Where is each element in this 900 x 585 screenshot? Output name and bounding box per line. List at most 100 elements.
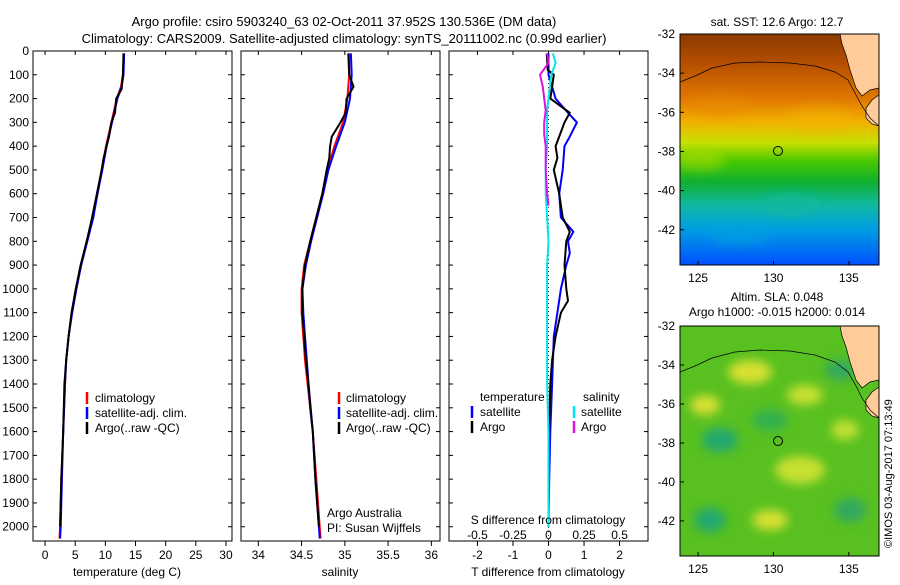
- difference-axis: -2 -1 0 1 2 -0.5 -0.25 0 0.25 0.5: [449, 50, 648, 562]
- lat-tick-label: -40: [658, 475, 676, 489]
- x-tick-label: 35: [338, 548, 352, 562]
- series-line-argo-raw-qc: [301, 53, 355, 527]
- depth-tick-label: 1900: [2, 496, 29, 510]
- series-line-satellite-adj-clim: [301, 53, 353, 539]
- legend-s-satellite-label: satellite: [581, 405, 622, 419]
- sla-map-title-1: Altim. SLA: 0.048: [731, 290, 824, 304]
- depth-tick-label: 200: [9, 92, 29, 106]
- lon-tick-label: 130: [763, 271, 783, 285]
- x-tick-label: -1: [508, 548, 519, 562]
- lat-tick-label: -38: [658, 436, 676, 450]
- legend-climatology-label: climatology: [346, 391, 406, 405]
- series-line-s-satellite: [544, 53, 557, 527]
- x-tick-label: 20: [159, 548, 173, 562]
- legend-satellite-label: satellite-adj. clim.: [346, 406, 438, 420]
- depth-tick-label: 1100: [3, 306, 29, 320]
- sst-map-field: [680, 34, 879, 265]
- x-tick-label: 34: [252, 548, 266, 562]
- top-x-tick-label: 0.25: [572, 528, 596, 542]
- depth-tick-label: 600: [9, 187, 29, 201]
- depth-tick-label: 1800: [2, 472, 29, 486]
- difference-panel: -2 -1 0 1 2 -0.5 -0.25 0 0.25 0.5 S difference fr…: [448, 50, 649, 579]
- lat-tick-label: -36: [658, 105, 676, 119]
- legend-argo-label: Argo(..raw -QC): [346, 421, 431, 435]
- legend-argo-label: Argo(..raw -QC): [95, 421, 180, 435]
- legend-t-satellite-label: satellite: [480, 405, 521, 419]
- difference-lines: [539, 53, 578, 527]
- x-tick-label: 0: [42, 548, 49, 562]
- lat-tick-label: -42: [658, 223, 676, 237]
- lat-tick-label: -32: [658, 319, 676, 333]
- x-tick-label: 10: [99, 548, 113, 562]
- lon-tick-label: 125: [688, 562, 708, 576]
- sst-map: sat. SST: 12.6 Argo: 12.7 125 130 135 -32 -3…: [658, 15, 880, 285]
- argo-australia-label: Argo Australia: [327, 506, 402, 520]
- temperature-legend: climatology satellite-adj. clim. Argo(..…: [85, 391, 187, 435]
- salinity-legend: climatology satellite-adj. clim. Argo(..…: [337, 391, 438, 435]
- lat-tick-label: -34: [658, 66, 676, 80]
- sla-map-axis: 125 130 135 -32 -34 -36 -38 -40 -42: [658, 319, 860, 576]
- series-line-climatology: [58, 53, 126, 539]
- depth-tick-label: 2000: [2, 520, 29, 534]
- depth-tick-label: 1500: [2, 401, 29, 415]
- temperature-lines: [58, 53, 126, 539]
- sst-map-axis: 125 130 135 -32 -34 -36 -38 -40 -42: [658, 27, 860, 285]
- legend-t-argo-label: Argo: [480, 420, 506, 434]
- x-tick-label: 25: [189, 548, 203, 562]
- lon-tick-label: 130: [763, 562, 783, 576]
- series-line-t-argo: [545, 53, 571, 527]
- depth-tick-label: 0: [22, 44, 29, 58]
- sla-land-mass: [839, 326, 879, 389]
- sst-field-gradient: [680, 34, 879, 265]
- sst-map-title: sat. SST: 12.6 Argo: 12.7: [711, 15, 844, 29]
- lon-tick-label: 125: [688, 271, 708, 285]
- depth-tick-label: 800: [9, 234, 29, 248]
- x-tick-label: 15: [129, 548, 143, 562]
- legend-temperature-title: temperature: [480, 390, 545, 404]
- sla-land-cape: [865, 386, 879, 419]
- temperature-plot-frame: [32, 50, 233, 542]
- x-tick-label: 0: [545, 548, 552, 562]
- x-tick-label: 5: [72, 548, 79, 562]
- sla-float-position-marker: [773, 436, 783, 446]
- principal-investigator-label: PI: Susan Wijffels: [327, 521, 421, 535]
- depth-tick-label: 100: [9, 68, 29, 82]
- top-x-tick-label: 0: [545, 528, 552, 542]
- s-difference-label: S difference from climatology: [471, 513, 626, 527]
- lat-tick-label: -34: [658, 358, 676, 372]
- sla-map: Altim. SLA: 0.048 Argo h1000: -0.015 h20…: [658, 290, 880, 576]
- sla-field-texture: [690, 360, 866, 532]
- legend-s-argo-label: Argo: [581, 420, 607, 434]
- lat-tick-label: -38: [658, 144, 676, 158]
- x-tick-label: -2: [472, 548, 483, 562]
- depth-tick-label: 1300: [2, 353, 29, 367]
- x-tick-label: 1: [581, 548, 588, 562]
- imos-watermark: ©IMOS 03-Aug-2017 07:13:49: [883, 399, 895, 548]
- difference-legend: temperature satellite Argo salinity sate…: [470, 390, 622, 434]
- depth-tick-label: 500: [9, 163, 29, 177]
- sst-land-cape: [865, 94, 879, 127]
- salinity-x-label: salinity: [322, 565, 359, 579]
- salinity-plot-frame: [240, 50, 441, 542]
- title-line-1: Argo profile: csiro 5903240_63 02-Oct-20…: [132, 14, 557, 29]
- lon-tick-label: 135: [839, 271, 859, 285]
- legend-satellite-label: satellite-adj. clim.: [95, 406, 187, 420]
- depth-tick-label: 1400: [2, 377, 29, 391]
- depth-tick-label: 1200: [2, 329, 29, 343]
- depth-tick-label: 1700: [2, 448, 29, 462]
- temperature-axis: 0100200300400500600700800900100011001200…: [2, 44, 233, 562]
- top-x-tick-label: -0.25: [499, 528, 527, 542]
- salinity-lines: [300, 53, 355, 539]
- t-difference-label: T difference from climatology: [471, 565, 625, 579]
- series-line-argo-raw-qc: [59, 53, 125, 527]
- lat-tick-label: -36: [658, 397, 676, 411]
- sla-map-frame: [679, 325, 880, 557]
- sst-float-position-marker: [773, 146, 783, 156]
- temperature-panel: 0100200300400500600700800900100011001200…: [2, 44, 233, 579]
- x-tick-label: 35.5: [376, 548, 400, 562]
- sst-map-frame: [679, 33, 880, 266]
- salinity-axis: 34 34.5 35 35.5 36: [241, 50, 440, 562]
- x-tick-label: 34.5: [290, 548, 314, 562]
